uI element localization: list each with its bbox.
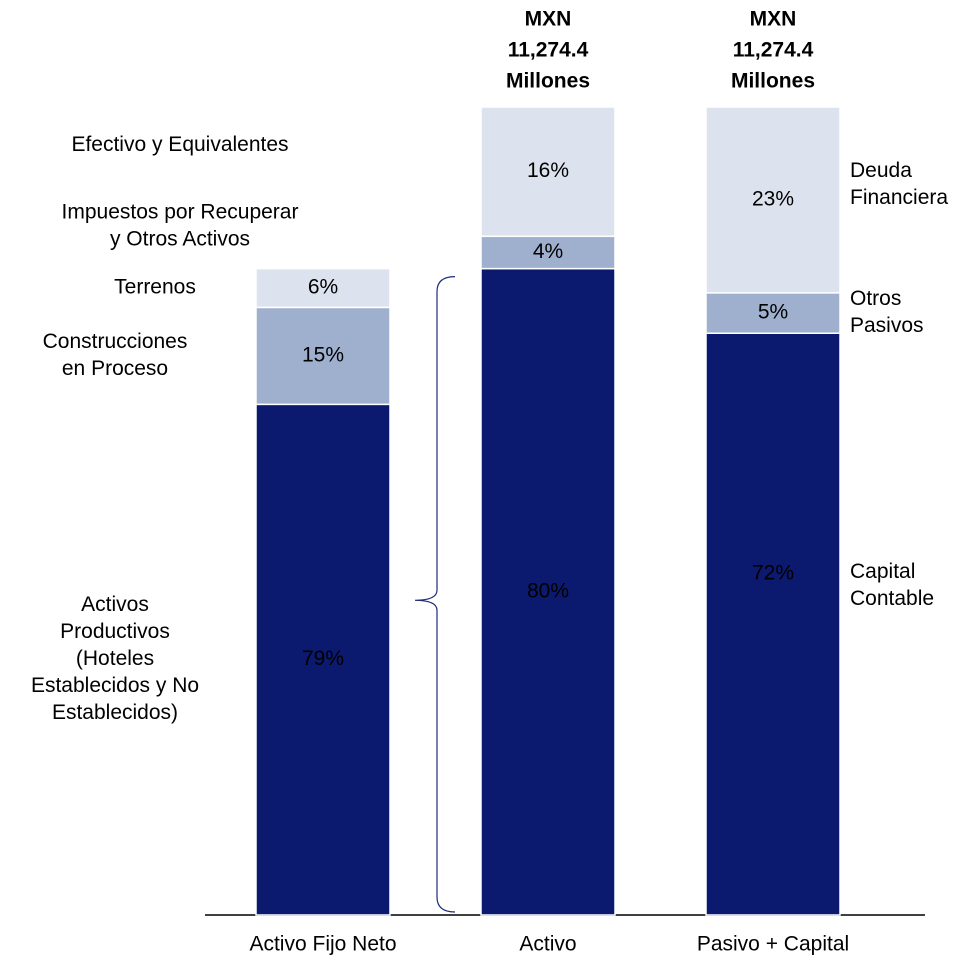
segment-label: en Proceso bbox=[62, 357, 168, 380]
segment-label: Pasivos bbox=[850, 314, 924, 337]
bar-total-label: 11,274.4 bbox=[508, 39, 589, 62]
segment-label: Activos bbox=[81, 593, 149, 616]
segment-label: Construcciones bbox=[43, 330, 188, 353]
bar-segment bbox=[705, 292, 841, 334]
segment-label: Efectivo y Equivalentes bbox=[71, 133, 288, 156]
segment-label: Terrenos bbox=[114, 276, 196, 299]
segment-label: Capital bbox=[850, 560, 915, 583]
bar-segment bbox=[480, 106, 616, 238]
value-label: 6% bbox=[308, 276, 338, 299]
value-label: 15% bbox=[302, 343, 344, 366]
segment-label: (Hoteles bbox=[76, 647, 154, 670]
segment-label: Establecidos y No bbox=[31, 674, 199, 697]
bar-total-label: Millones bbox=[506, 70, 590, 93]
value-label: 72% bbox=[752, 562, 794, 585]
value-label: 23% bbox=[752, 187, 794, 210]
bar-total-label: MXN bbox=[750, 8, 797, 31]
segment-label: Otros bbox=[850, 287, 901, 310]
bar-total-label: Millones bbox=[731, 70, 815, 93]
segment-label: Impuestos por Recuperar bbox=[62, 200, 299, 223]
value-label: 80% bbox=[527, 579, 569, 602]
bar-segment bbox=[705, 332, 841, 916]
x-tick-label: Pasivo + Capital bbox=[697, 933, 849, 956]
bar-segment bbox=[705, 106, 841, 294]
value-label: 79% bbox=[302, 647, 344, 670]
bar-total-label: 11,274.4 bbox=[733, 39, 814, 62]
segment-label: Productivos bbox=[60, 620, 170, 643]
segment-label: Contable bbox=[850, 587, 934, 610]
bar-segment bbox=[255, 306, 391, 406]
bar-total-label: MXN bbox=[525, 8, 572, 31]
x-tick-label: Activo Fijo Neto bbox=[249, 933, 396, 956]
value-label: 16% bbox=[527, 159, 569, 182]
bar-segment bbox=[255, 267, 391, 309]
segment-label: y Otros Activos bbox=[110, 227, 250, 250]
x-tick-label: Activo bbox=[519, 933, 576, 956]
value-label: 5% bbox=[758, 301, 788, 324]
value-label: 4% bbox=[533, 240, 563, 263]
segment-label: Financiera bbox=[850, 186, 948, 209]
segment-label: Deuda bbox=[850, 159, 912, 182]
bar-segment bbox=[480, 235, 616, 270]
bar-segment bbox=[480, 267, 616, 916]
segment-label: Establecidos) bbox=[52, 701, 178, 724]
bracket bbox=[414, 276, 456, 913]
bar-segment bbox=[255, 403, 391, 916]
